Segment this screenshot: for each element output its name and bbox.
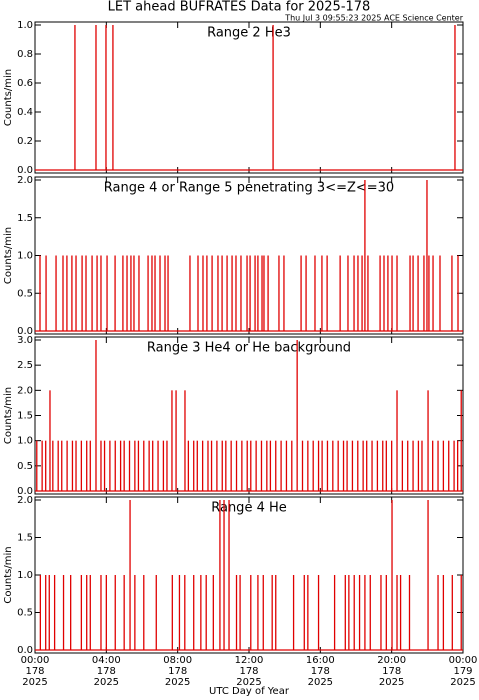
y-tick-label: 2.0 [17,385,33,396]
x-tick-label: 00:00 178 2025 [20,655,50,688]
y-tick-label: 1.0 [17,436,33,447]
y-axis-label: Counts/min [3,387,14,444]
plot-frame [34,496,464,654]
y-tick-label: 1.5 [17,213,33,224]
plot-frame [34,21,464,174]
y-axis-label: Counts/min [3,546,14,603]
y-tick-label: 0.0 [17,165,33,176]
y-tick-label: 0.5 [17,288,33,299]
y-axis-label: Counts/min [3,227,14,284]
x-tick-label: 20:00 178 2025 [377,655,407,688]
y-tick-label: 0.2 [17,136,33,147]
plot-frame [34,336,464,495]
x-tick-label: 16:00 178 2025 [305,655,335,688]
y-tick-label: 0.0 [17,486,33,497]
y-tick-label: 0.4 [17,107,33,118]
y-tick-label: 0.0 [17,326,33,337]
x-axis-label: UTC Day of Year [209,686,290,697]
series [35,500,463,651]
y-tick-label: 1.0 [17,251,33,262]
y-tick-label: 2.5 [17,360,33,371]
y-tick-label: 1.0 [17,570,33,581]
series [35,25,463,171]
x-tick-label: 08:00 178 2025 [163,655,193,688]
y-tick-label: 1.0 [17,20,33,31]
x-tick-label: 12:00 178 2025 [234,655,264,688]
plot-frame [34,176,464,335]
panel-title: Range 2 He3 [207,26,291,41]
panel-title: Range 3 He4 or He background [147,341,351,356]
series [35,340,463,492]
chart-title: LET ahead BUFRATES Data for 2025-178 [108,0,371,15]
y-tick-label: 0.6 [17,78,33,89]
y-tick-label: 1.5 [17,533,33,544]
panel-title: Range 4 or Range 5 penetrating 3<=Z<=30 [104,181,394,196]
y-tick-label: 2.0 [17,495,33,506]
x-tick-label: 00:00 179 2025 [448,655,478,688]
y-tick-label: 0.0 [17,645,33,656]
y-tick-label: 0.5 [17,608,33,619]
y-tick-label: 3.0 [17,335,33,346]
x-tick-label: 04:00 178 2025 [91,655,121,688]
chart-subtitle: Thu Jul 3 09:55:23 2025 ACE Science Cent… [284,14,463,23]
y-tick-label: 0.5 [17,461,33,472]
y-tick-label: 1.5 [17,411,33,422]
y-tick-label: 2.0 [17,175,33,186]
series [35,180,463,332]
y-axis-label: Counts/min [3,69,14,126]
y-tick-label: 0.8 [17,49,33,60]
panel-title: Range 4 He [211,501,287,516]
